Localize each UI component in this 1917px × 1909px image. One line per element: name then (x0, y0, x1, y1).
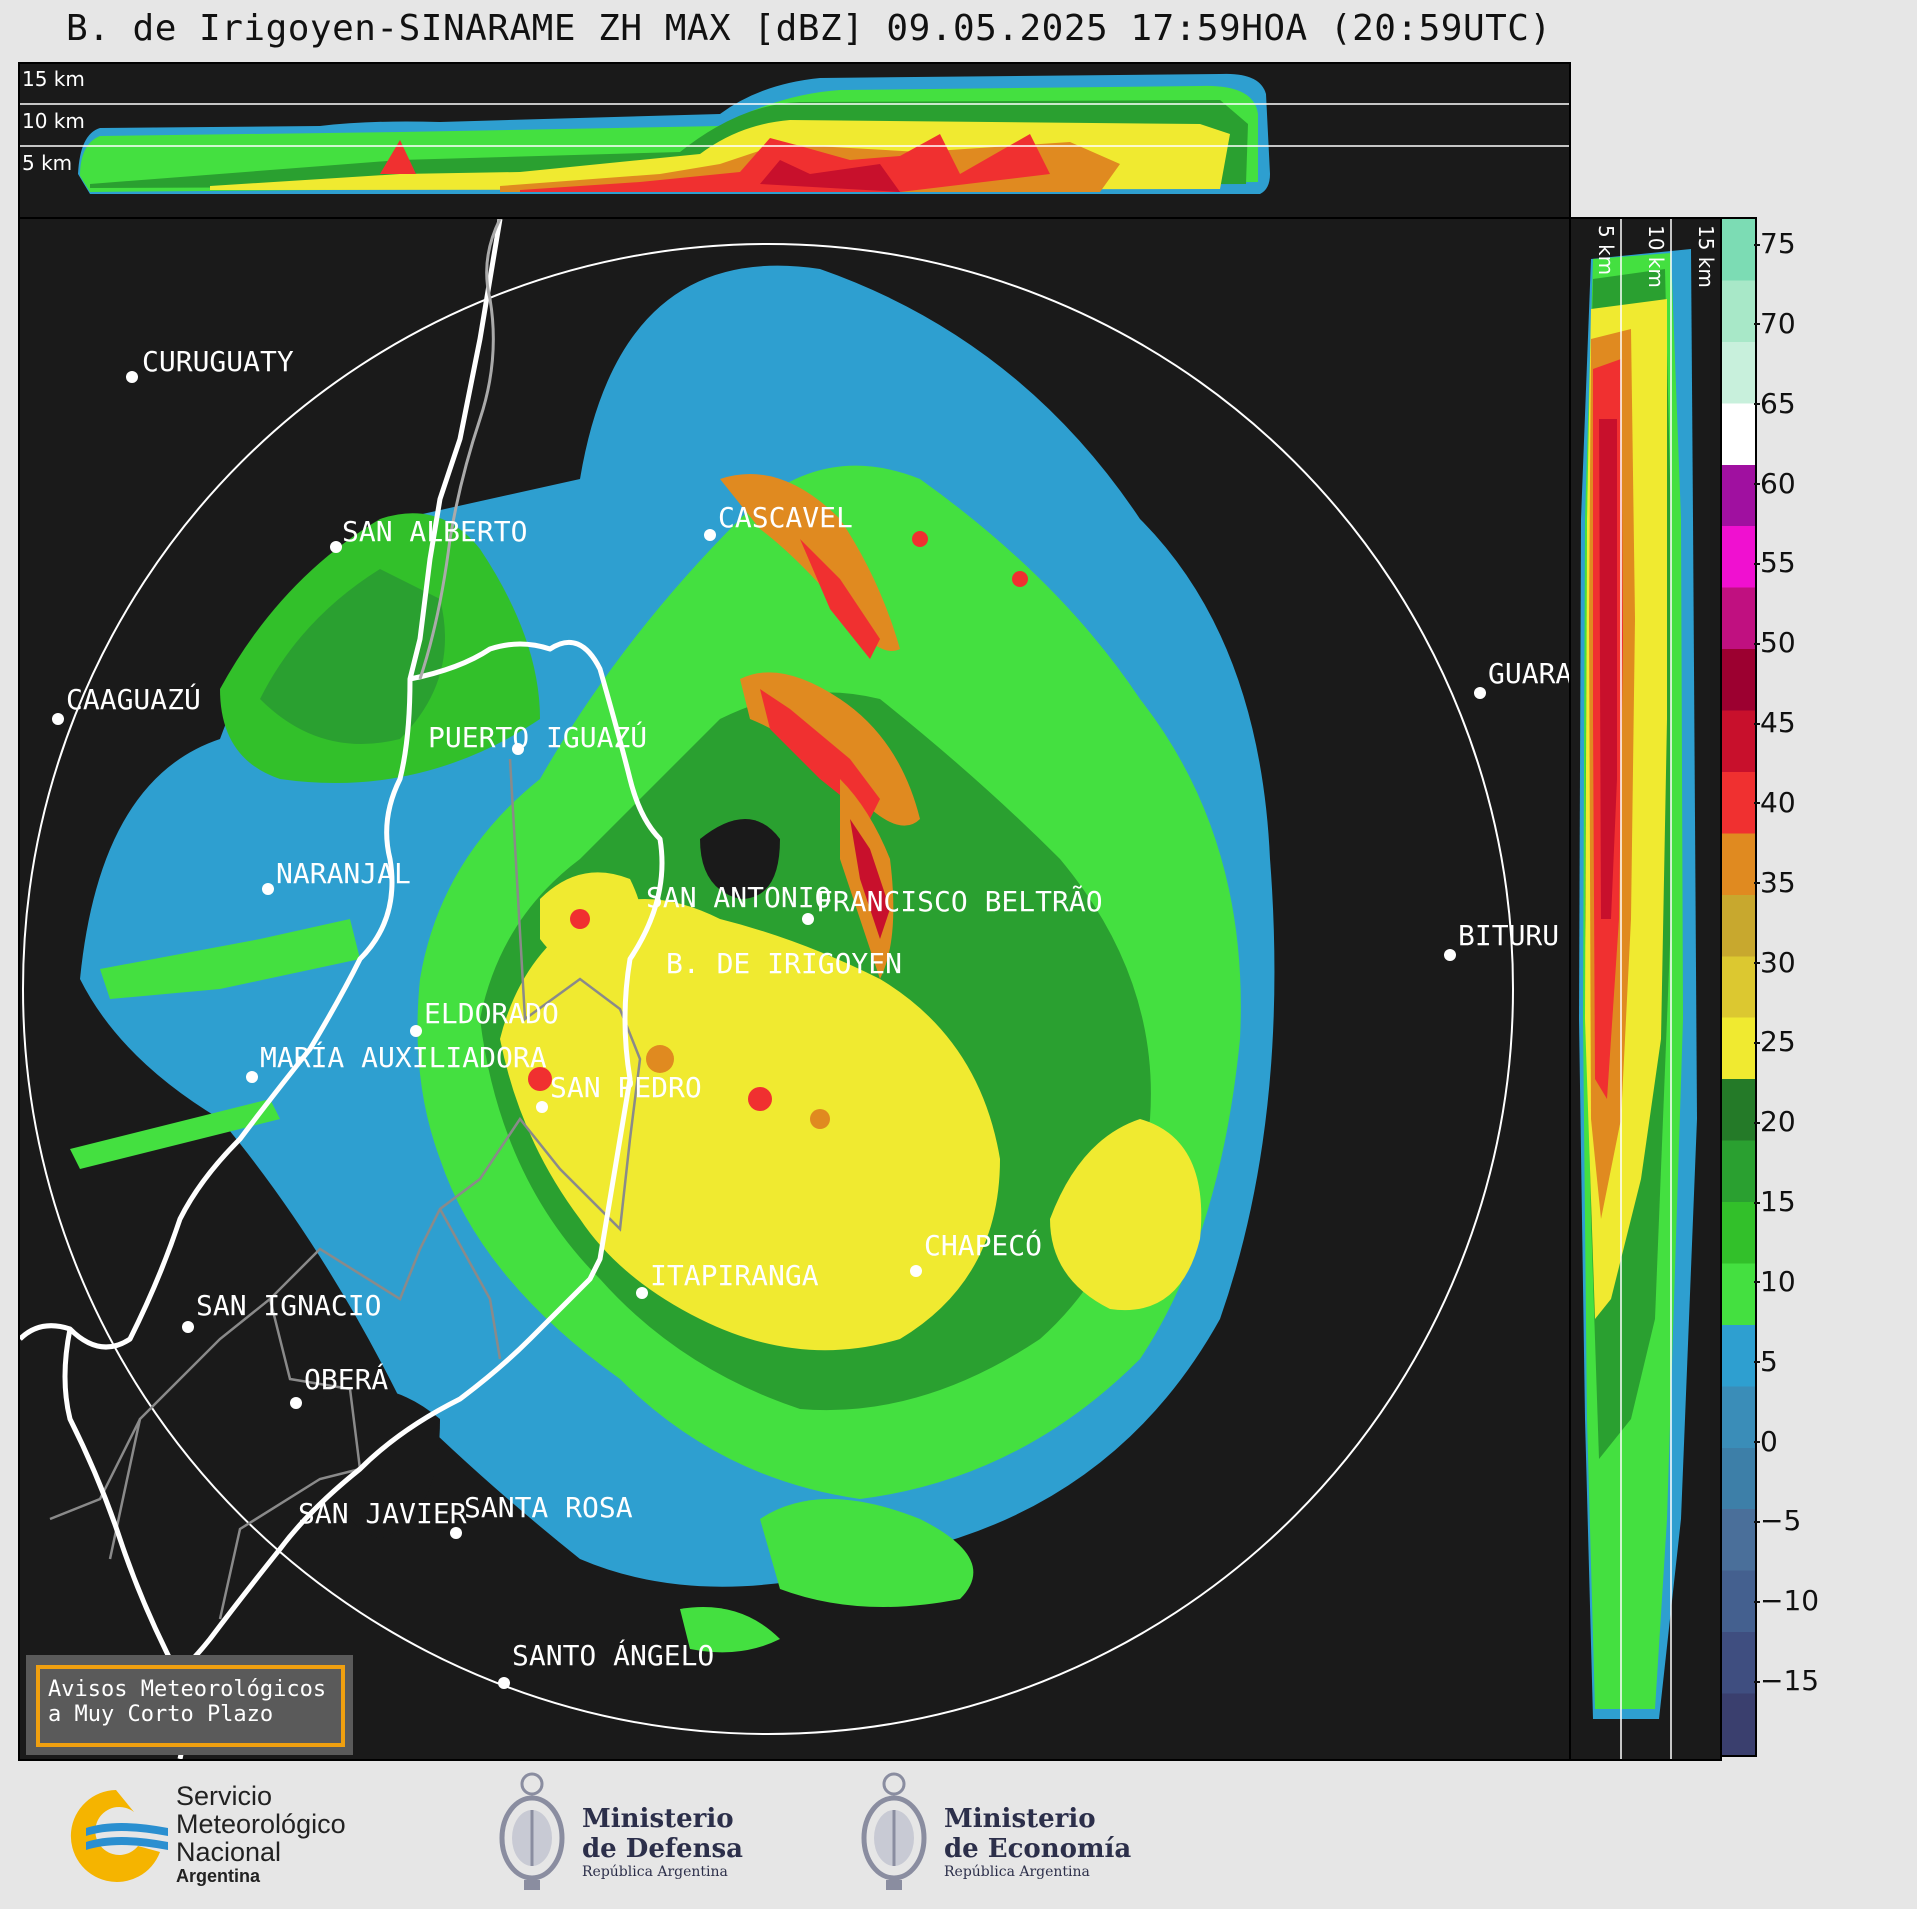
colorbar-tick-label: 45 (1754, 706, 1796, 739)
range-ring (22, 243, 1514, 1735)
dbz-colorbar (1720, 217, 1757, 1757)
city-san-javier: SAN JAVIER (298, 1497, 467, 1530)
colorbar-tick-label: −5 (1753, 1504, 1802, 1538)
colorbar-tick-label: 40 (1754, 785, 1796, 819)
colorbar-tick-label: 20 (1754, 1105, 1796, 1139)
colorbar-tick-label: 5 (1754, 1344, 1778, 1378)
svg-text:MARÍA AUXILIADORA: MARÍA AUXILIADORA (260, 1040, 547, 1074)
city-caaguazu: CAAGUAZÚ (52, 682, 201, 725)
city-b-de-irigoyen: B. DE IRIGOYEN (666, 947, 902, 980)
city-bituru: BITURU (1444, 919, 1559, 961)
city-san-ignacio: SAN IGNACIO (182, 1289, 381, 1333)
svg-text:OBERÁ: OBERÁ (304, 1362, 388, 1396)
svg-text:PUERTO IGUAZÚ: PUERTO IGUAZÚ (428, 720, 647, 754)
svg-text:SANTA ROSA: SANTA ROSA (464, 1491, 633, 1524)
city-markers: CURUGUATY SAN ALBERTO CASCAVEL CAAGUAZÚ … (52, 345, 1569, 1689)
colorbar-tick-label: 30 (1754, 945, 1796, 979)
svg-text:SANTO ÁNGELO: SANTO ÁNGELO (512, 1638, 714, 1672)
svg-text:SAN ALBERTO: SAN ALBERTO (342, 515, 527, 548)
svg-text:SAN ANTONIO: SAN ANTONIO (646, 881, 831, 914)
city-san-antonio: SAN ANTONIO (646, 881, 831, 914)
colorbar-tick-label: −15 (1753, 1664, 1820, 1697)
warning-line-1: Avisos Meteorológicos (48, 1677, 327, 1702)
colorbar-tick-label: 60 (1754, 466, 1796, 500)
warning-box[interactable]: Avisos Meteorológicos a Muy Corto Plazo (26, 1655, 353, 1755)
smn-text-4: Argentina (176, 1866, 261, 1886)
city-chapeco: CHAPECÓ (910, 1228, 1042, 1277)
side-alt-label-10: 10 km (1644, 225, 1668, 288)
top-alt-label-10: 10 km (22, 109, 85, 133)
svg-text:SAN PEDRO: SAN PEDRO (550, 1071, 702, 1104)
economia-text-1: Ministerio (944, 1804, 1096, 1834)
colorbar-tick-label: 70 (1754, 306, 1796, 340)
defensa-text-3: República Argentina (582, 1864, 728, 1880)
colorbar-tick-label: 35 (1754, 865, 1796, 899)
svg-text:SAN IGNACIO: SAN IGNACIO (196, 1289, 381, 1322)
warning-line-2: a Muy Corto Plazo (48, 1702, 274, 1727)
city-eldorado: ELDORADO (410, 997, 559, 1037)
city-san-alberto: SAN ALBERTO (330, 515, 527, 553)
smn-text-2: Meteorológico (176, 1809, 346, 1839)
colorbar-tick-label: 10 (1754, 1264, 1796, 1298)
colorbar-tick-label: 15 (1754, 1185, 1796, 1218)
city-obera: OBERÁ (290, 1362, 388, 1409)
city-santa-rosa: SANTA ROSA (450, 1491, 633, 1539)
smn-text-3: Nacional (176, 1837, 282, 1867)
colorbar-tick-label: 75 (1754, 227, 1796, 260)
svg-text:ITAPIRANGA: ITAPIRANGA (650, 1259, 819, 1292)
top-cross-section-panel: 15 km 10 km 5 km (18, 62, 1571, 219)
svg-text:CASCAVEL: CASCAVEL (718, 501, 853, 534)
colorbar-tick-label: 65 (1754, 386, 1796, 420)
economia-text-2: de Economía (944, 1834, 1132, 1864)
side-alt-label-15: 15 km (1694, 225, 1718, 288)
coat-of-arms-icon (499, 1772, 565, 1890)
smn-text-1: Servicio (176, 1781, 273, 1811)
svg-text:FRANCISCO BELTRÃO: FRANCISCO BELTRÃO (816, 885, 1103, 918)
city-francisco-beltrao: FRANCISCO BELTRÃO (802, 885, 1103, 925)
city-cascavel: CASCAVEL (704, 501, 853, 541)
svg-text:GUARA: GUARA (1488, 657, 1569, 690)
svg-text:BITURU: BITURU (1458, 919, 1559, 952)
city-itapiranga: ITAPIRANGA (636, 1259, 819, 1299)
colorbar-tick-label: 0 (1754, 1424, 1778, 1458)
svg-text:SAN JAVIER: SAN JAVIER (298, 1497, 467, 1530)
city-guara: GUARA (1474, 657, 1569, 699)
svg-text:CURUGUATY: CURUGUATY (142, 345, 294, 378)
city-maria-auxiliadora: MARÍA AUXILIADORA (246, 1040, 547, 1083)
radar-map-panel[interactable]: CURUGUATY SAN ALBERTO CASCAVEL CAAGUAZÚ … (18, 217, 1571, 1761)
defensa-text-2: de Defensa (582, 1834, 743, 1864)
svg-text:CHAPECÓ: CHAPECÓ (924, 1228, 1042, 1262)
svg-text:ELDORADO: ELDORADO (424, 997, 559, 1030)
city-puerto-iguazu: PUERTO IGUAZÚ (428, 720, 647, 755)
colorbar-tick-label: 50 (1754, 626, 1796, 660)
colorbar-tick-label: 25 (1754, 1025, 1796, 1059)
city-san-pedro: SAN PEDRO (536, 1071, 702, 1113)
coat-of-arms-icon (861, 1772, 927, 1890)
top-alt-label-15: 15 km (22, 67, 85, 91)
city-naranjal: NARANJAL (262, 857, 411, 895)
svg-text:CAAGUAZÚ: CAAGUAZÚ (66, 682, 201, 716)
colorbar-tick-label: −10 (1753, 1584, 1820, 1618)
top-alt-label-5: 5 km (22, 151, 72, 175)
svg-text:B. DE IRIGOYEN: B. DE IRIGOYEN (666, 947, 902, 980)
defensa-text-1: Ministerio (582, 1804, 734, 1834)
side-alt-label-5: 5 km (1594, 225, 1618, 275)
city-santo-angelo: SANTO ÁNGELO (498, 1638, 714, 1689)
svg-text:NARANJAL: NARANJAL (276, 857, 411, 890)
side-cross-section-panel: 5 km 10 km 15 km (1569, 217, 1722, 1761)
colorbar-tick-label: 55 (1754, 546, 1796, 580)
city-curuguaty: CURUGUATY (126, 345, 294, 383)
map-title: B. de Irigoyen-SINARAME ZH MAX [dBZ] 09.… (66, 8, 1552, 49)
river (418, 219, 502, 680)
economia-text-3: República Argentina (944, 1864, 1090, 1880)
